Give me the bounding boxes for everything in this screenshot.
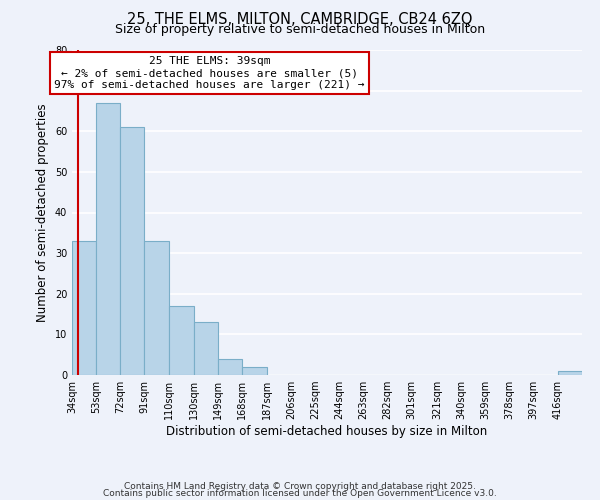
Bar xyxy=(218,359,242,375)
Bar xyxy=(242,367,266,375)
Bar xyxy=(558,371,582,375)
Bar xyxy=(121,127,145,375)
Text: 25, THE ELMS, MILTON, CAMBRIDGE, CB24 6ZQ: 25, THE ELMS, MILTON, CAMBRIDGE, CB24 6Z… xyxy=(127,12,473,28)
Text: 25 THE ELMS: 39sqm
← 2% of semi-detached houses are smaller (5)
97% of semi-deta: 25 THE ELMS: 39sqm ← 2% of semi-detached… xyxy=(55,56,365,90)
Text: Contains public sector information licensed under the Open Government Licence v3: Contains public sector information licen… xyxy=(103,489,497,498)
Text: Contains HM Land Registry data © Crown copyright and database right 2025.: Contains HM Land Registry data © Crown c… xyxy=(124,482,476,491)
Bar xyxy=(72,241,96,375)
Text: Size of property relative to semi-detached houses in Milton: Size of property relative to semi-detach… xyxy=(115,24,485,36)
Bar xyxy=(96,103,121,375)
X-axis label: Distribution of semi-detached houses by size in Milton: Distribution of semi-detached houses by … xyxy=(166,425,488,438)
Bar xyxy=(194,322,218,375)
Y-axis label: Number of semi-detached properties: Number of semi-detached properties xyxy=(36,103,49,322)
Bar xyxy=(169,306,194,375)
Bar xyxy=(145,241,169,375)
